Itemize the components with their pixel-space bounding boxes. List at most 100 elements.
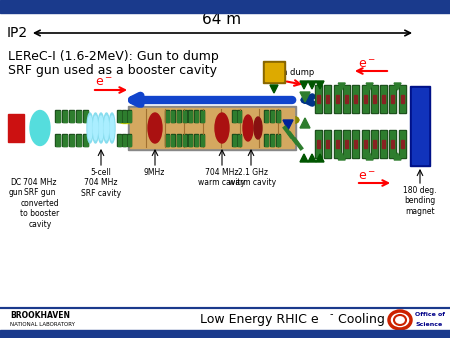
Bar [316, 131, 321, 157]
Polygon shape [316, 154, 324, 162]
Polygon shape [316, 81, 324, 89]
Ellipse shape [87, 113, 93, 143]
Text: DC
gun: DC gun [9, 178, 23, 197]
Bar [171, 111, 174, 121]
Text: Office of: Office of [415, 313, 445, 317]
Bar [189, 135, 192, 145]
Bar [83, 110, 88, 122]
Bar [171, 110, 175, 122]
Bar [353, 131, 358, 157]
Bar [177, 110, 180, 122]
Bar [391, 131, 396, 157]
Bar [270, 111, 274, 121]
Bar [183, 134, 186, 146]
Bar [333, 130, 341, 158]
Bar [0, 330, 450, 338]
Bar [83, 134, 88, 146]
Bar [315, 85, 322, 113]
Bar [400, 131, 405, 157]
Ellipse shape [104, 113, 109, 143]
Text: e$^-$: e$^-$ [95, 76, 113, 89]
Bar [381, 131, 386, 157]
Bar [389, 85, 396, 113]
Bar [399, 130, 406, 158]
Bar [391, 86, 396, 112]
Bar [183, 135, 186, 145]
Bar [194, 134, 198, 146]
Bar [55, 110, 60, 122]
Bar [344, 131, 349, 157]
Bar [200, 110, 204, 122]
Bar [177, 134, 180, 146]
Bar [62, 110, 67, 122]
Bar [265, 111, 267, 121]
Polygon shape [308, 154, 316, 162]
Bar [84, 135, 87, 145]
Text: 704 MHz
SRF gun
converted
to booster
cavity: 704 MHz SRF gun converted to booster cav… [20, 178, 59, 228]
Bar [117, 110, 121, 122]
Bar [238, 111, 240, 121]
Bar [195, 111, 198, 121]
Bar [69, 110, 74, 122]
Bar [400, 86, 405, 112]
Bar [363, 131, 368, 157]
Ellipse shape [254, 117, 262, 139]
Bar [0, 0, 450, 13]
Bar [326, 95, 329, 103]
Bar [392, 140, 394, 148]
Bar [201, 111, 203, 121]
Bar [276, 110, 280, 122]
Polygon shape [300, 81, 308, 89]
Bar [127, 134, 131, 146]
Bar [324, 130, 331, 158]
Bar [371, 85, 378, 113]
Bar [276, 135, 279, 145]
Bar [130, 108, 294, 148]
Bar [353, 86, 358, 112]
Bar [352, 130, 359, 158]
Text: 9MHz: 9MHz [143, 168, 165, 177]
Bar [194, 110, 198, 122]
Bar [122, 110, 126, 122]
Text: SRF gun used as a booster cavity: SRF gun used as a booster cavity [8, 64, 217, 77]
Bar [232, 134, 236, 146]
Ellipse shape [30, 111, 50, 145]
Bar [381, 86, 386, 112]
Bar [270, 134, 274, 146]
Bar [84, 111, 87, 121]
Bar [343, 130, 350, 158]
Bar [276, 111, 279, 121]
Bar [399, 85, 406, 113]
Text: Cooling: Cooling [334, 314, 385, 327]
Bar [336, 140, 338, 148]
Text: e$^-$: e$^-$ [358, 170, 376, 183]
Bar [55, 111, 59, 121]
Bar [195, 135, 198, 145]
Text: LEReC-I (1.6-2MeV): Gun to dump: LEReC-I (1.6-2MeV): Gun to dump [8, 50, 219, 63]
Bar [335, 131, 340, 157]
Bar [76, 111, 81, 121]
Bar [166, 135, 168, 145]
Bar [122, 111, 126, 121]
Polygon shape [300, 154, 308, 162]
Bar [392, 95, 394, 103]
Bar [326, 140, 329, 148]
Bar [237, 134, 241, 146]
Bar [315, 130, 322, 158]
Bar [400, 140, 404, 148]
Bar [412, 88, 428, 164]
Bar [372, 131, 377, 157]
Bar [336, 95, 338, 103]
Bar [371, 130, 378, 158]
Ellipse shape [104, 116, 108, 140]
Ellipse shape [93, 113, 99, 143]
Bar [69, 134, 74, 146]
Text: NATIONAL LABORATORY: NATIONAL LABORATORY [10, 322, 75, 328]
Bar [344, 86, 349, 112]
Bar [189, 111, 192, 121]
Bar [382, 140, 385, 148]
Bar [354, 140, 357, 148]
Bar [265, 63, 283, 81]
Polygon shape [308, 81, 316, 89]
Bar [200, 134, 204, 146]
